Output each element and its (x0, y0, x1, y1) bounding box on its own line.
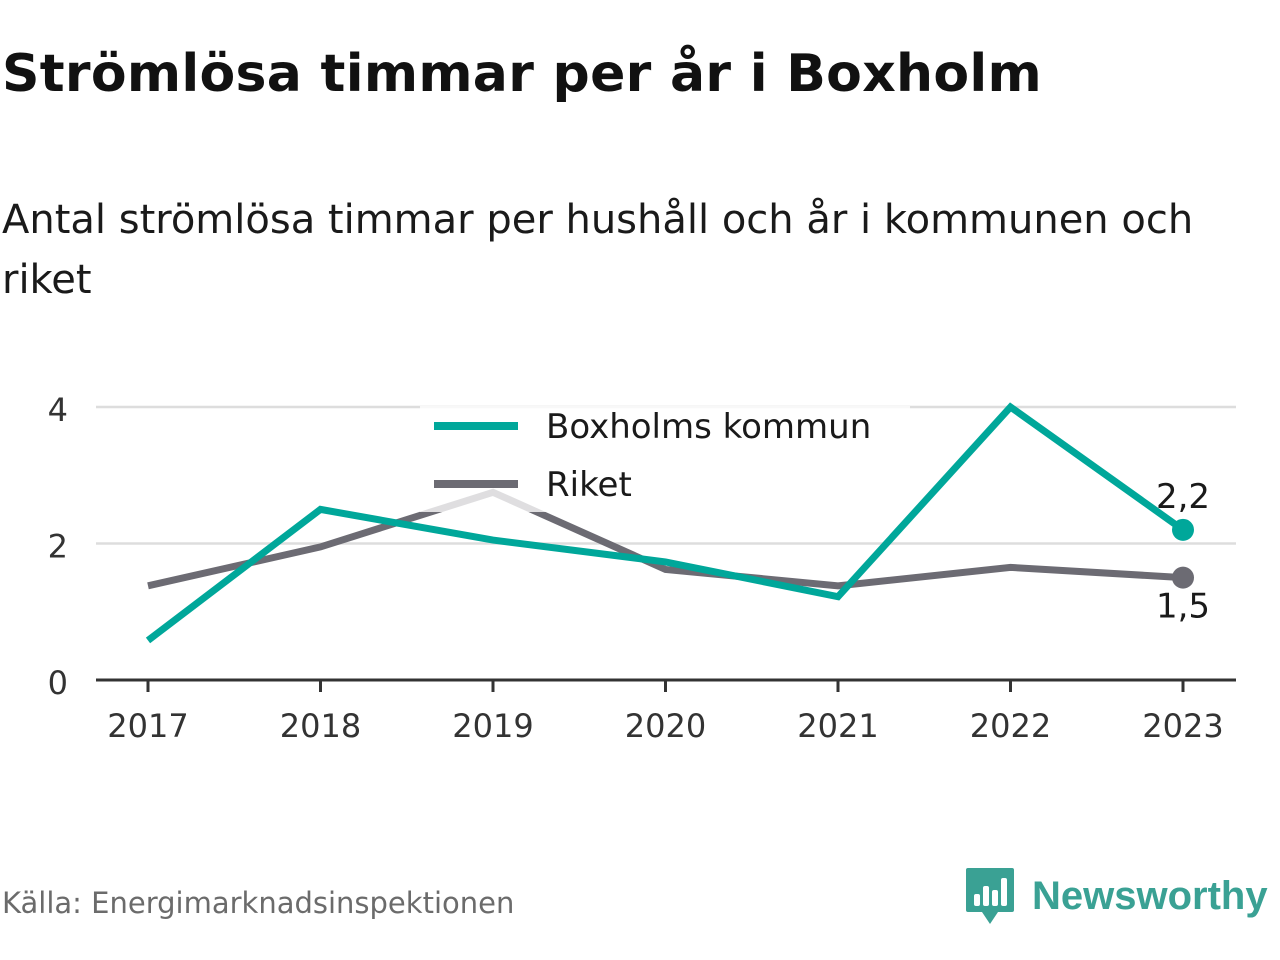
series-line-boxholms-kommun (145, 402, 1186, 644)
series-end-point (1172, 566, 1194, 589)
x-tick-label: 2019 (452, 707, 533, 745)
x-tick-label: 2023 (1142, 707, 1223, 745)
legend-label: Riket (546, 465, 632, 505)
y-tick-label: 4 (48, 391, 68, 429)
brand-name: Newsworthy (1032, 873, 1268, 918)
y-tick-label: 0 (48, 664, 68, 702)
end-value-label: 2,2 (1156, 477, 1210, 517)
x-tick-label: 2018 (280, 707, 361, 745)
source-note: Källa: Energimarknadsinspektionen (2, 886, 515, 920)
x-tick-label: 2021 (797, 707, 878, 745)
legend-label: Boxholms kommun (546, 407, 871, 447)
x-tick-label: 2017 (107, 707, 188, 745)
y-tick-label: 2 (48, 528, 68, 566)
chart-subtitle: Antal strömlösa timmar per hushåll och å… (2, 197, 1194, 303)
x-tick-label: 2020 (625, 707, 706, 745)
series-end-point (1172, 518, 1194, 541)
brand-logo: Newsworthy (964, 866, 1268, 926)
bar-chart-speech-bubble-icon (966, 868, 1014, 924)
series-line-riket (147, 488, 1184, 590)
line-chart: 0 2 4 2017 2018 2019 2020 2021 2022 2023 Boxholms… (48, 391, 1236, 745)
end-value-label: 1,5 (1156, 587, 1210, 627)
x-tick-label: 2022 (970, 707, 1051, 745)
chart-title: Strömlösa timmar per år i Boxholm (2, 44, 1042, 104)
